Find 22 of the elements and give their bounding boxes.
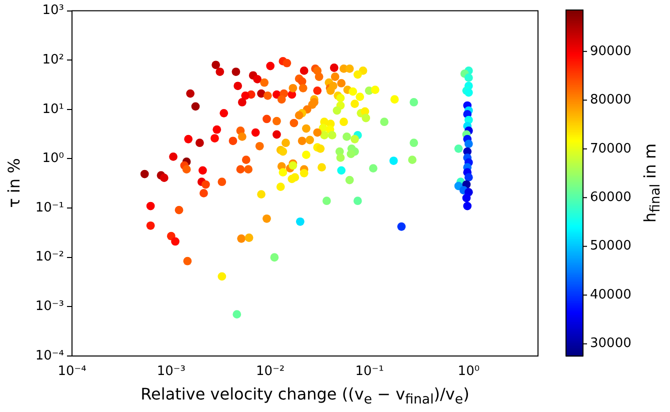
x-tick-label: 10⁰ <box>458 364 480 380</box>
x-tick-label: 10⁻¹ <box>355 364 384 380</box>
color-bar-label: 80000 <box>590 92 632 108</box>
color-bar-label: 90000 <box>590 44 632 59</box>
y-tick-label: 10⁻¹ <box>35 200 64 216</box>
y-tick-label: 10³ <box>42 3 64 18</box>
x-tick-label: 10⁻² <box>256 364 285 380</box>
y-tick-label: 10¹ <box>42 102 64 117</box>
x-tick-label: 10⁻³ <box>156 364 186 380</box>
color-bar-label: 40000 <box>590 287 632 302</box>
color-bar-label: 30000 <box>590 336 632 352</box>
y-tick-label: 10² <box>42 52 64 68</box>
color-bar-label: 50000 <box>590 238 632 254</box>
y-tick-label: 10⁻³ <box>35 299 64 314</box>
x-tick-label: 10⁻⁴ <box>58 364 86 380</box>
x-axis-title: Relative velocity change ((v$_{e}$ − v$_{final}$)/v$_{e}$) <box>140 384 470 408</box>
y-tick-label: 10⁻⁴ <box>35 348 64 364</box>
y-tick-label: 10⁻² <box>35 250 64 265</box>
y-axis-title: τ in % <box>4 158 24 208</box>
color-bar-label: 70000 <box>590 141 632 156</box>
y-tick-label: 10⁰ <box>42 151 64 166</box>
color-bar-label: 60000 <box>590 190 632 205</box>
